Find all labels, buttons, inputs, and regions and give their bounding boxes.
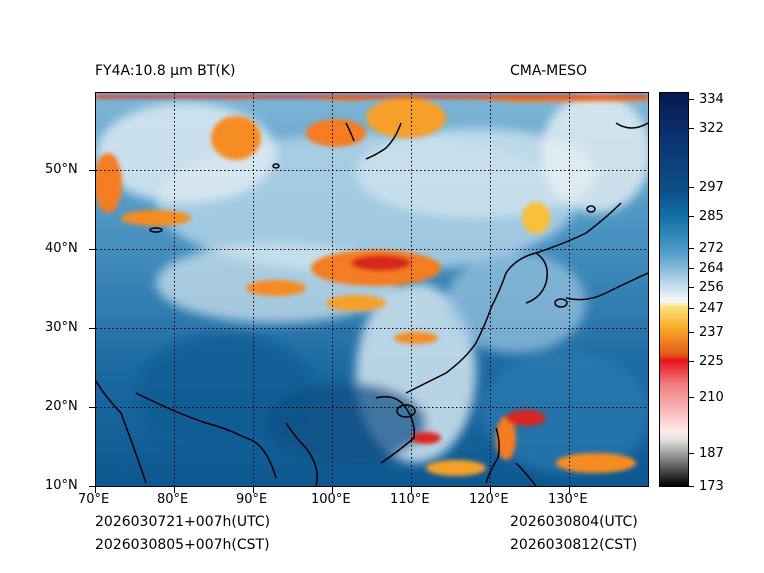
model-label: CMA-MESO <box>510 63 588 79</box>
colorbar-tick <box>689 216 694 217</box>
colorbar-tick <box>689 99 694 100</box>
lon-label-120e: 120°E <box>469 492 509 507</box>
init-time-utc: 2026030721+007h(UTC) <box>95 514 271 530</box>
lat-label-20n: 20°N <box>45 399 78 414</box>
lat-tick <box>89 249 95 250</box>
lat-tick <box>89 486 95 487</box>
lon-label-110e: 110°E <box>390 492 430 507</box>
colorbar-label-225: 225 <box>699 354 724 369</box>
colorbar-tick <box>689 187 694 188</box>
colorbar-label-256: 256 <box>699 280 724 295</box>
colorbar-tick <box>689 361 694 362</box>
colorbar-gradient <box>660 93 688 486</box>
lon-tick <box>332 487 333 493</box>
product-title: FY4A:10.8 µm BT(K) <box>95 63 236 79</box>
colorbar-label-334: 334 <box>699 92 724 107</box>
lat-tick <box>89 328 95 329</box>
colorbar <box>659 92 689 487</box>
satellite-imagery <box>96 93 648 486</box>
colorbar-tick <box>689 308 694 309</box>
colorbar-tick <box>689 397 694 398</box>
colorbar-label-297: 297 <box>699 180 724 195</box>
colorbar-tick <box>689 248 694 249</box>
colorbar-label-237: 237 <box>699 325 724 340</box>
cloud-field <box>96 93 648 473</box>
lat-label-30n: 30°N <box>45 320 78 335</box>
lon-label-100e: 100°E <box>311 492 351 507</box>
lat-tick <box>89 407 95 408</box>
lat-label-40n: 40°N <box>45 241 78 256</box>
lon-tick <box>95 487 96 493</box>
valid-time-utc: 2026030804(UTC) <box>510 514 638 530</box>
lon-label-70e: 70°E <box>78 492 110 507</box>
lon-tick <box>174 487 175 493</box>
lon-label-90e: 90°E <box>236 492 268 507</box>
colorbar-label-210: 210 <box>699 390 724 405</box>
colorbar-label-187: 187 <box>699 446 724 461</box>
colorbar-tick <box>689 268 694 269</box>
lat-label-10n: 10°N <box>45 478 78 493</box>
lon-tick <box>253 487 254 493</box>
colorbar-tick <box>689 287 694 288</box>
colorbar-label-272: 272 <box>699 241 724 256</box>
coastlines <box>96 122 648 486</box>
colorbar-tick <box>689 128 694 129</box>
colorbar-label-247: 247 <box>699 301 724 316</box>
lat-label-50n: 50°N <box>45 162 78 177</box>
satellite-map[interactable] <box>95 92 649 487</box>
colorbar-label-264: 264 <box>699 261 724 276</box>
lat-tick <box>89 170 95 171</box>
lon-tick <box>490 487 491 493</box>
lon-tick <box>569 487 570 493</box>
lon-tick <box>411 487 412 493</box>
colorbar-tick <box>689 453 694 454</box>
graticule <box>96 93 648 486</box>
valid-time-cst: 2026030812(CST) <box>510 537 638 553</box>
colorbar-tick <box>689 486 694 487</box>
colorbar-label-285: 285 <box>699 209 724 224</box>
lon-label-130e: 130°E <box>548 492 588 507</box>
colorbar-label-322: 322 <box>699 121 724 136</box>
cold-cloud-tops <box>96 95 648 476</box>
init-time-cst: 2026030805+007h(CST) <box>95 537 270 553</box>
lon-label-80e: 80°E <box>157 492 189 507</box>
colorbar-label-173: 173 <box>699 479 724 494</box>
colorbar-tick <box>689 332 694 333</box>
